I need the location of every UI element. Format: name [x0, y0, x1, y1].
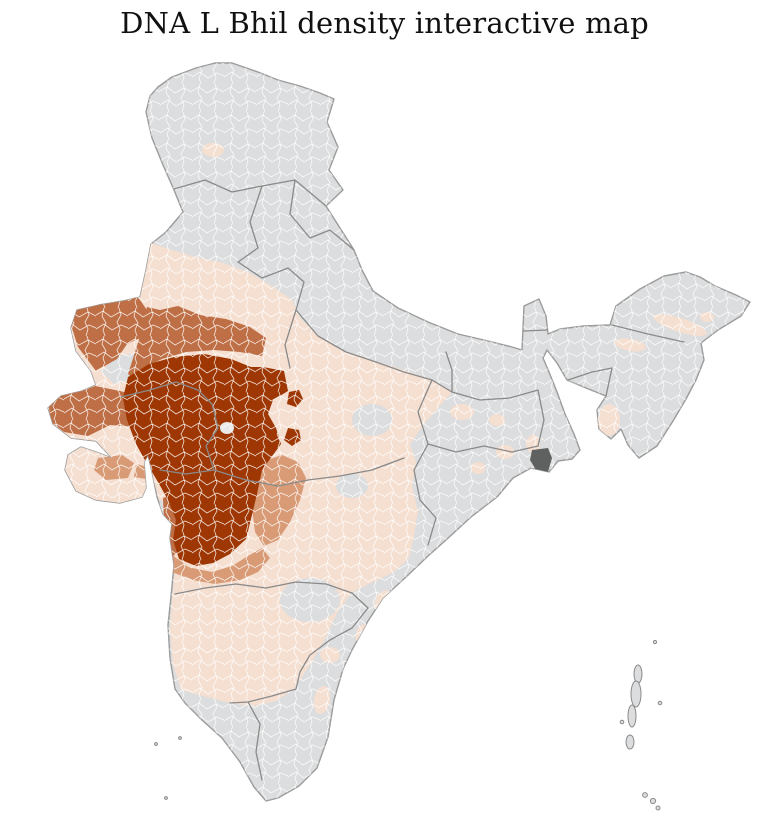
district-mesh-overlay [48, 63, 750, 801]
andaman-nicobar-chain[interactable] [619, 639, 663, 811]
lakshadweep-atolls[interactable] [154, 736, 182, 800]
state-borders [120, 179, 685, 781]
page-title: DNA L Bhil density interactive map [120, 6, 649, 40]
sundarbans-delta [530, 448, 552, 472]
